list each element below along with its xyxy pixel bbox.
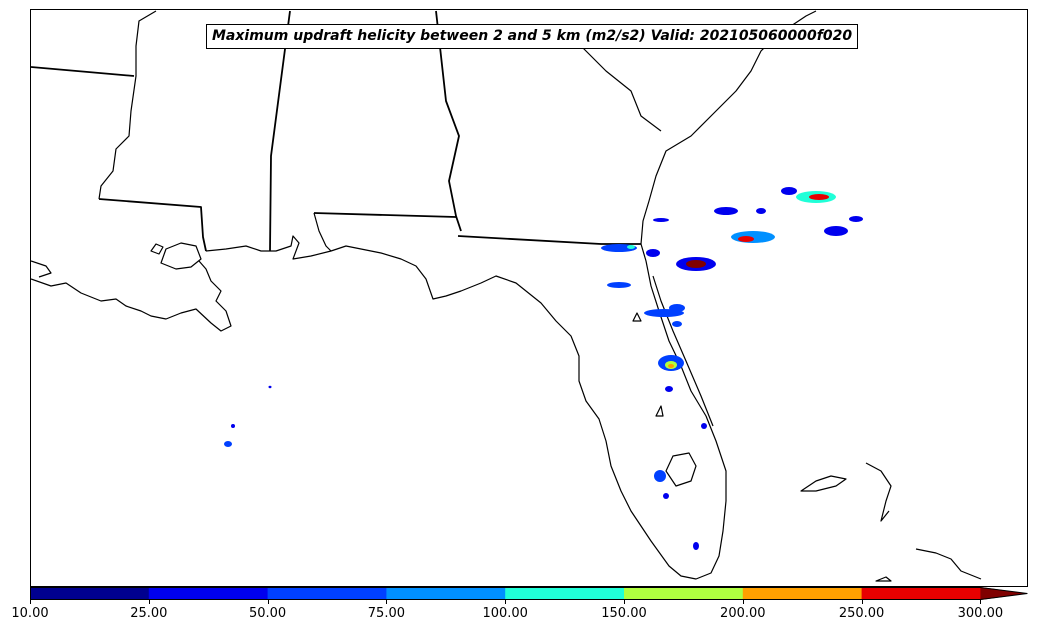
colorbar-tick-label: 300.00 [958, 606, 1004, 621]
border-mississippi-louisiana [99, 199, 206, 251]
louisiana-coast [31, 261, 231, 331]
colorbar-segment [862, 587, 981, 600]
swath [224, 441, 232, 447]
map-title: Maximum updraft helicity between 2 and 5… [206, 24, 858, 49]
colorbar-tick-mark [30, 600, 31, 604]
lake-small-2 [656, 406, 663, 416]
colorbar-segment [624, 587, 743, 600]
swath [231, 424, 235, 428]
bahamas-andros [801, 476, 846, 491]
mississippi-river [99, 11, 156, 199]
carolina-inland [581, 46, 661, 131]
colorbar-extend-max [980, 587, 1027, 600]
swath [738, 236, 754, 242]
colorbar-tick-label: 50.00 [249, 606, 286, 621]
colorbar-tick-mark [268, 600, 269, 604]
lake-small-3 [633, 313, 641, 321]
colorbar-tick-mark [386, 600, 387, 604]
swath [607, 282, 631, 288]
colorbar-tick-mark [624, 600, 625, 604]
colorbar-tick-mark [505, 600, 506, 604]
swath [809, 194, 829, 200]
border-georgia-florida [458, 236, 641, 244]
swath [665, 386, 673, 392]
swath [731, 231, 775, 243]
swath [781, 187, 797, 195]
colorbar-tick-mark [862, 600, 863, 604]
swath [668, 364, 674, 368]
swath [756, 208, 766, 214]
border-alabama-florida [314, 213, 456, 217]
colorbar-tick-mark [980, 600, 981, 604]
colorbar-tick-mark [149, 600, 150, 604]
colorbar-tick-mark [743, 600, 744, 604]
lake-pontchartrain [161, 243, 201, 269]
colorbar-tick-label: 100.00 [482, 606, 528, 621]
colorbar-tick-label: 25.00 [130, 606, 167, 621]
map-canvas [31, 10, 1028, 587]
colorbar-tick-label: 150.00 [601, 606, 647, 621]
swath [693, 542, 699, 550]
bahamas-abaco [866, 463, 891, 521]
swath [849, 216, 863, 222]
colorbar-segment [149, 587, 268, 600]
swath [654, 470, 666, 482]
indian-river [653, 276, 713, 426]
colorbar-tick-label: 75.00 [368, 606, 405, 621]
colorbar-tick-label: 250.00 [839, 606, 885, 621]
border-arkansas-mississippi [31, 67, 134, 76]
colorbar-tick-label: 10.00 [11, 606, 48, 621]
colorbar-tick-label: 200.00 [720, 606, 766, 621]
colorbar-segment [386, 587, 505, 600]
swath [714, 207, 738, 215]
colorbar-segment [268, 587, 387, 600]
swath [627, 245, 635, 249]
swath [646, 249, 660, 257]
colorbar [30, 587, 1030, 601]
swath [701, 423, 707, 429]
swath [686, 260, 706, 268]
swath [653, 218, 669, 222]
louisiana-bayou [31, 261, 51, 277]
swath [824, 226, 848, 236]
colorbar-segment [30, 587, 149, 600]
lake-small [151, 244, 163, 254]
colorbar-segment [505, 587, 624, 600]
lake-okeechobee [666, 453, 696, 486]
map-panel[interactable]: Maximum updraft helicity between 2 and 5… [30, 9, 1028, 587]
key-island [876, 577, 891, 581]
cuba-coast [916, 549, 981, 579]
gulf-coast-north [206, 236, 726, 579]
colorbar-segment [743, 587, 862, 600]
mobile-bay [314, 213, 331, 251]
swath [269, 386, 272, 388]
swath [672, 321, 682, 327]
swath [669, 304, 685, 312]
swath [663, 493, 669, 499]
